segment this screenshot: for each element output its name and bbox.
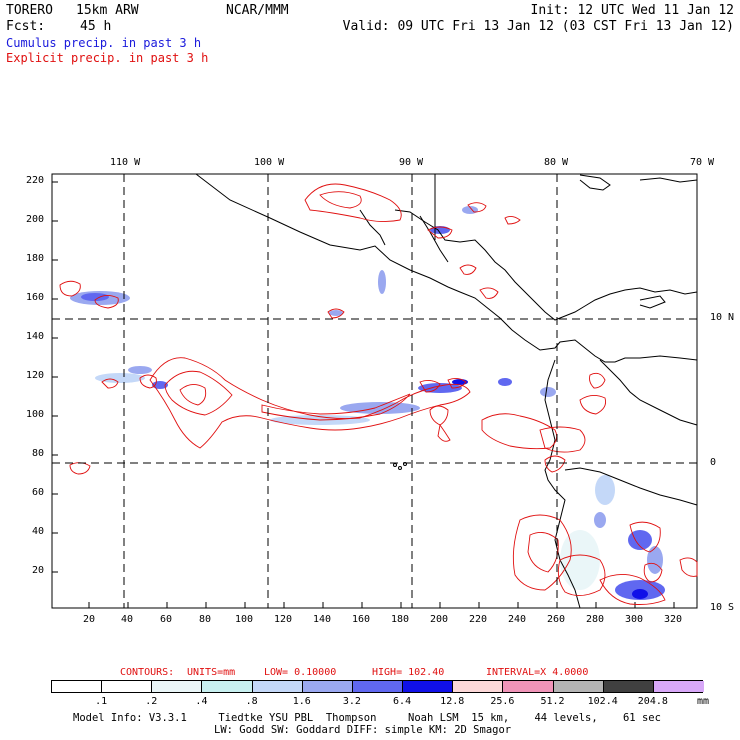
x-tick: 240	[508, 614, 527, 625]
cumulus-legend: Cumulus precip. in past 3 h	[6, 36, 202, 50]
legend-label: 1.6	[292, 696, 311, 707]
forecast-label: Fcst:	[6, 19, 46, 34]
contours-interval: INTERVAL=X 4.0000	[486, 667, 589, 678]
y-tick: 20	[32, 565, 45, 576]
x-tick: 40	[121, 614, 134, 625]
y-tick: 120	[26, 370, 45, 381]
precip-map	[51, 173, 698, 609]
y-tick: 60	[32, 487, 45, 498]
x-tick: 140	[313, 614, 332, 625]
graticule	[52, 174, 697, 608]
coastlines	[195, 173, 698, 609]
x-tick: 120	[274, 614, 293, 625]
legend-swatch	[553, 681, 604, 692]
legend-label: .8	[245, 696, 258, 707]
explicit-legend: Explicit precip. in past 3 h	[6, 51, 209, 65]
lon-label-80w: 80 W	[544, 157, 569, 168]
x-tick: 320	[664, 614, 683, 625]
legend-swatch	[202, 681, 253, 692]
legend-swatch	[252, 681, 303, 692]
contours-high: HIGH= 102.40	[372, 667, 445, 678]
y-tick: 160	[26, 292, 45, 303]
model-resolution: 15km ARW	[76, 3, 139, 18]
legend-unit: mm	[697, 696, 710, 707]
precip-color-scale	[51, 680, 704, 693]
legend-swatch	[453, 681, 504, 692]
lon-label-110w: 110 W	[110, 157, 141, 168]
legend-swatch	[352, 681, 404, 692]
lon-label-90w: 90 W	[399, 157, 424, 168]
legend-label: 25.6	[490, 696, 515, 707]
contours-low: LOW= 0.10000	[264, 667, 337, 678]
y-tick: 180	[26, 253, 45, 264]
x-tick: 180	[391, 614, 410, 625]
model-name: TORERO	[6, 3, 53, 18]
y-tick: 200	[26, 214, 45, 225]
y-tick: 100	[26, 409, 45, 420]
contours-units: UNITS=mm	[187, 667, 236, 678]
lon-label-100w: 100 W	[254, 157, 285, 168]
y-tick: 220	[26, 175, 45, 186]
legend-label: 102.4	[587, 696, 618, 707]
x-tick: 200	[430, 614, 449, 625]
legend-swatch	[603, 681, 654, 692]
legend-label: 6.4	[393, 696, 412, 707]
model-info: Model Info: V3.3.1 Tiedtke YSU PBL Thomp…	[73, 712, 661, 724]
legend-swatch	[152, 681, 203, 692]
x-tick: 160	[352, 614, 371, 625]
legend-label: .1	[95, 696, 108, 707]
map-frame	[51, 173, 698, 609]
legend-swatch	[503, 681, 554, 692]
x-tick: 300	[625, 614, 644, 625]
x-tick: 20	[83, 614, 96, 625]
physics-info: LW: Godd SW: Goddard DIFF: simple KM: 2D…	[214, 724, 512, 736]
init-time: Init: 12 UTC Wed 11 Jan 12	[530, 3, 735, 18]
lat-label-10n: 10 N	[710, 312, 735, 323]
forecast-hour: 45 h	[80, 19, 112, 34]
legend-swatch	[52, 681, 103, 692]
legend-swatch	[102, 681, 153, 692]
y-tick: 140	[26, 331, 45, 342]
y-tick: 80	[32, 448, 45, 459]
x-tick: 80	[199, 614, 212, 625]
legend-label: 51.2	[540, 696, 565, 707]
legend-label: 3.2	[342, 696, 361, 707]
legend-swatch	[653, 681, 704, 692]
organization: NCAR/MMM	[226, 3, 289, 18]
legend-label: .2	[145, 696, 158, 707]
legend-label: .4	[195, 696, 208, 707]
lon-label-70w: 70 W	[690, 157, 715, 168]
legend-swatch	[403, 681, 454, 692]
valid-time: Valid: 09 UTC Fri 13 Jan 12 (03 CST Fri …	[342, 19, 734, 34]
lat-label-10s: 10 S	[710, 602, 735, 613]
x-tick: 100	[235, 614, 254, 625]
x-tick: 220	[469, 614, 488, 625]
legend-label: 12.8	[440, 696, 465, 707]
legend-swatch	[302, 681, 353, 692]
x-tick: 60	[160, 614, 173, 625]
lat-label-0: 0	[710, 457, 717, 468]
y-tick: 40	[32, 526, 45, 537]
contours-label: CONTOURS:	[120, 667, 175, 678]
legend-label: 204.8	[637, 696, 668, 707]
x-tick: 280	[586, 614, 605, 625]
x-tick: 260	[547, 614, 566, 625]
